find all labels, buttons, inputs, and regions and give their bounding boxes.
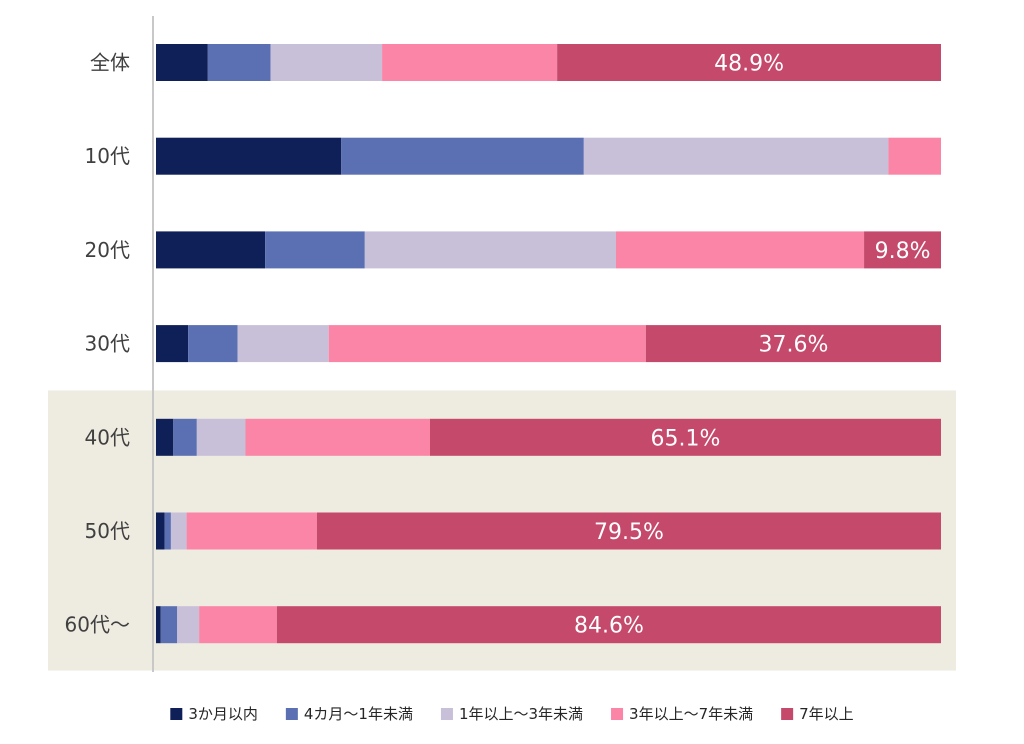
data-label: 84.6% bbox=[574, 614, 644, 639]
category-label: 60代～ bbox=[65, 613, 130, 637]
data-label: 37.6% bbox=[758, 333, 828, 358]
bar-segment bbox=[341, 137, 584, 175]
bar-segment bbox=[156, 137, 342, 175]
legend-swatch bbox=[781, 708, 794, 720]
bar-segment bbox=[164, 512, 171, 550]
bar-segment bbox=[245, 418, 430, 456]
bar-segment bbox=[382, 44, 558, 81]
bar-segment bbox=[557, 44, 941, 81]
bar-segment bbox=[196, 418, 246, 456]
data-label: 9.8% bbox=[875, 239, 931, 264]
legend: 3か月以内 4カ月～1年未満 1年以上～3年未満 3年以上～7年未満 7年以上 bbox=[170, 705, 854, 723]
bar-segment bbox=[156, 325, 189, 363]
legend-swatch bbox=[611, 708, 624, 720]
bar-segment bbox=[237, 325, 329, 363]
legend-item: 3年以上～7年未満 bbox=[611, 705, 753, 723]
bar-segment bbox=[265, 231, 365, 269]
legend-label: 1年以上～3年未満 bbox=[459, 705, 583, 723]
category-label: 30代 bbox=[85, 332, 130, 356]
bar-segment bbox=[170, 512, 187, 550]
bar-segment bbox=[207, 44, 271, 81]
legend-item: 4カ月～1年未満 bbox=[285, 705, 413, 723]
bar-segment bbox=[316, 512, 941, 550]
bar-segment bbox=[199, 606, 277, 644]
bar-segment bbox=[177, 606, 200, 644]
bar-segment bbox=[864, 231, 941, 269]
legend-label: 3か月以内 bbox=[188, 705, 258, 723]
bar-segment bbox=[364, 231, 617, 269]
legend-item: 3か月以内 bbox=[170, 705, 258, 723]
bar-segment bbox=[429, 418, 941, 456]
bar-segment bbox=[888, 137, 941, 175]
bar-segment bbox=[156, 44, 208, 81]
bar-segment bbox=[156, 418, 174, 456]
data-label: 79.5% bbox=[594, 520, 664, 545]
legend-item: 1年以上～3年未満 bbox=[440, 705, 583, 723]
category-label: 40代 bbox=[85, 425, 130, 449]
category-label: 全体 bbox=[90, 51, 130, 75]
bar-segment bbox=[645, 325, 941, 363]
bar-segment bbox=[160, 606, 178, 644]
bar-segment bbox=[583, 137, 889, 175]
bar-segment bbox=[173, 418, 197, 456]
bar-segment bbox=[188, 325, 238, 363]
bar-segment bbox=[616, 231, 865, 269]
legend-label: 4カ月～1年未満 bbox=[304, 705, 413, 723]
legend-swatch bbox=[170, 708, 183, 720]
bar-segment bbox=[328, 325, 646, 363]
bar-segment bbox=[156, 606, 161, 644]
bar-segment bbox=[156, 512, 165, 550]
category-label: 20代 bbox=[85, 238, 130, 262]
category-label: 10代 bbox=[85, 144, 130, 168]
data-label: 65.1% bbox=[651, 426, 721, 451]
bar-segment bbox=[156, 231, 266, 269]
bar-segment bbox=[276, 606, 941, 644]
legend-label: 3年以上～7年未満 bbox=[629, 705, 753, 723]
category-label: 50代 bbox=[85, 519, 130, 543]
bar-segment bbox=[270, 44, 383, 81]
legend-swatch bbox=[440, 708, 453, 720]
legend-swatch bbox=[285, 708, 298, 720]
bar-segment bbox=[186, 512, 317, 550]
data-label: 48.9% bbox=[714, 52, 784, 77]
legend-label: 7年以上 bbox=[799, 705, 854, 723]
legend-item: 7年以上 bbox=[781, 705, 854, 723]
